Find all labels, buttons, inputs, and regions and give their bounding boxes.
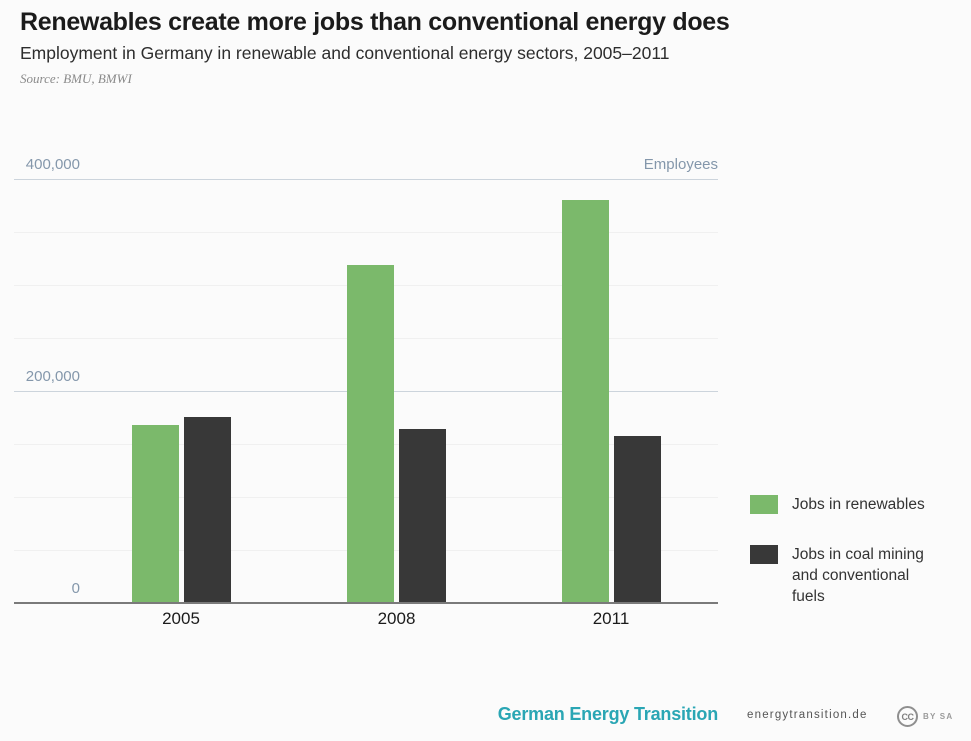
gridline-minor <box>14 231 718 233</box>
legend-swatch <box>750 495 778 514</box>
legend-item: Jobs in coal mining and conventional fue… <box>750 545 942 607</box>
x-tick-label-2011: 2011 <box>592 609 630 628</box>
gridline-major <box>14 179 718 180</box>
bar-renewables-2008 <box>347 264 394 603</box>
brand-logo[interactable]: German Energy Transition <box>497 704 718 724</box>
y-axis-unit-label: Employees <box>643 156 718 173</box>
bar-conventional-2008 <box>399 428 446 603</box>
bar-conventional-2005 <box>183 417 231 603</box>
y-tick-label: 400,000 <box>25 156 80 173</box>
bar-conventional-2011 <box>613 436 661 603</box>
cc-terms-label: BY SA <box>923 712 954 721</box>
chart-subtitle: Employment in Germany in renewable and c… <box>20 43 670 63</box>
legend-label: Jobs in coal mining and conventional fue… <box>792 546 924 605</box>
legend-label: Jobs in renewables <box>792 496 925 513</box>
legend-swatch <box>750 545 778 564</box>
page-title: Renewables create more jobs than convent… <box>20 8 730 36</box>
cc-icon: CC <box>897 706 918 727</box>
y-tick-label: 200,000 <box>25 367 80 385</box>
site-link[interactable]: energytransition.de <box>747 709 868 721</box>
x-tick-label-2005: 2005 <box>162 609 200 628</box>
source-note: Source: BMU, BMWI <box>20 71 132 86</box>
y-tick-label: 0 <box>71 579 80 597</box>
cc-license-badge[interactable]: CC BY SA <box>897 706 953 727</box>
x-axis-line <box>14 602 718 604</box>
bar-renewables-2005 <box>131 424 179 603</box>
legend-item: Jobs in renewables <box>750 495 942 515</box>
bar-renewables-2011 <box>561 200 609 603</box>
x-tick-label-2008: 2008 <box>377 609 416 628</box>
